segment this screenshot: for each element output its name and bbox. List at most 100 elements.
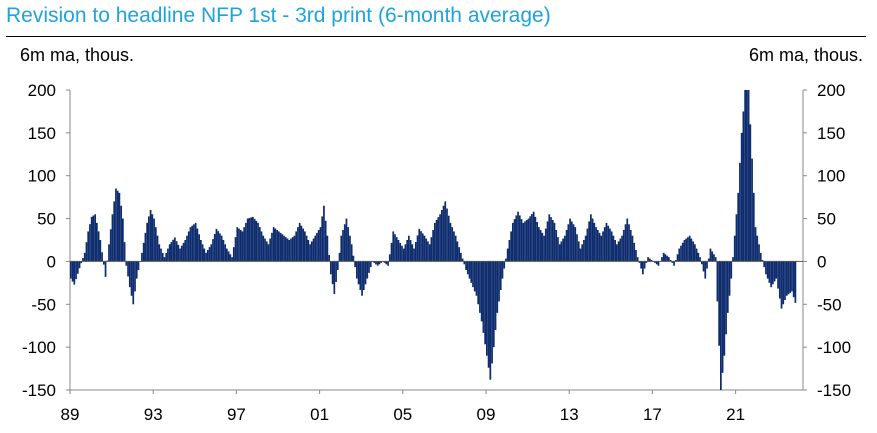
bar	[768, 261, 771, 283]
bar	[468, 261, 471, 279]
bar	[174, 237, 176, 262]
bar	[245, 222, 247, 262]
bar	[638, 261, 641, 263]
bar	[336, 261, 339, 270]
bar	[186, 235, 188, 262]
bar	[772, 261, 774, 285]
bar	[532, 211, 535, 262]
bar	[503, 261, 506, 269]
bar	[777, 261, 779, 289]
bar	[565, 230, 568, 262]
bar	[564, 235, 566, 262]
bar	[442, 205, 445, 262]
bar	[309, 244, 311, 262]
bar	[317, 230, 320, 262]
bar	[596, 230, 599, 262]
bar	[674, 260, 677, 262]
x-tick-label: 13	[560, 405, 579, 424]
bar	[352, 255, 355, 262]
bar	[364, 261, 367, 285]
bar	[482, 261, 485, 333]
bar	[421, 233, 424, 262]
bar	[759, 252, 762, 262]
bar	[636, 257, 639, 262]
bar	[642, 261, 644, 275]
bar	[118, 192, 121, 262]
bar	[413, 248, 415, 262]
bar	[713, 254, 715, 262]
bar	[647, 257, 649, 262]
bar	[711, 251, 714, 262]
bar	[572, 224, 575, 262]
bar	[470, 261, 473, 283]
bar	[331, 261, 334, 285]
bar	[543, 235, 545, 262]
bar	[271, 232, 273, 262]
bar	[191, 225, 194, 262]
bar	[492, 261, 495, 348]
bar	[784, 261, 786, 300]
bar	[222, 240, 225, 262]
bar	[695, 248, 698, 262]
bar	[295, 231, 298, 262]
bar	[792, 261, 795, 298]
bar	[685, 238, 688, 262]
bar	[489, 261, 492, 380]
bar	[141, 252, 143, 262]
bar	[307, 240, 310, 262]
bar	[406, 240, 408, 262]
bar	[456, 241, 459, 262]
bar	[226, 248, 228, 262]
bar	[349, 235, 351, 262]
bar	[446, 208, 448, 262]
bar	[704, 261, 707, 279]
bar	[569, 218, 571, 262]
bar	[350, 244, 353, 262]
bar	[220, 235, 223, 262]
bar	[184, 240, 187, 262]
bar	[700, 261, 703, 265]
bar	[480, 261, 483, 322]
bar	[172, 239, 174, 262]
bar	[135, 261, 138, 279]
bar	[206, 250, 209, 262]
bar	[175, 241, 178, 262]
bar	[319, 227, 322, 262]
bar	[496, 261, 499, 313]
bar	[707, 258, 710, 262]
y-tick-label-right: -150	[817, 381, 851, 400]
bar	[605, 222, 608, 262]
bar	[688, 235, 691, 262]
bar	[380, 261, 382, 263]
bar	[409, 240, 412, 262]
bar	[449, 222, 452, 262]
bar	[539, 230, 542, 262]
bar	[525, 220, 528, 262]
bar	[288, 240, 291, 262]
x-tick-label: 97	[227, 405, 246, 424]
bar	[340, 235, 343, 262]
bar	[154, 227, 157, 262]
bar	[437, 217, 440, 262]
bar	[165, 252, 168, 262]
bar	[328, 255, 330, 262]
bar	[267, 244, 270, 262]
bar	[366, 261, 369, 279]
bar	[335, 261, 337, 282]
bar	[614, 240, 616, 262]
bar	[718, 261, 720, 346]
bar	[434, 222, 436, 262]
bar	[354, 261, 356, 268]
bar	[576, 234, 578, 262]
bar	[70, 261, 72, 279]
bar	[529, 216, 532, 262]
bar	[454, 235, 457, 262]
bar	[666, 255, 668, 262]
bar	[420, 231, 422, 262]
bar	[746, 90, 748, 262]
bar	[250, 217, 252, 262]
bar	[629, 230, 632, 262]
bar	[378, 261, 381, 265]
bar	[144, 232, 147, 262]
bar	[499, 261, 502, 290]
